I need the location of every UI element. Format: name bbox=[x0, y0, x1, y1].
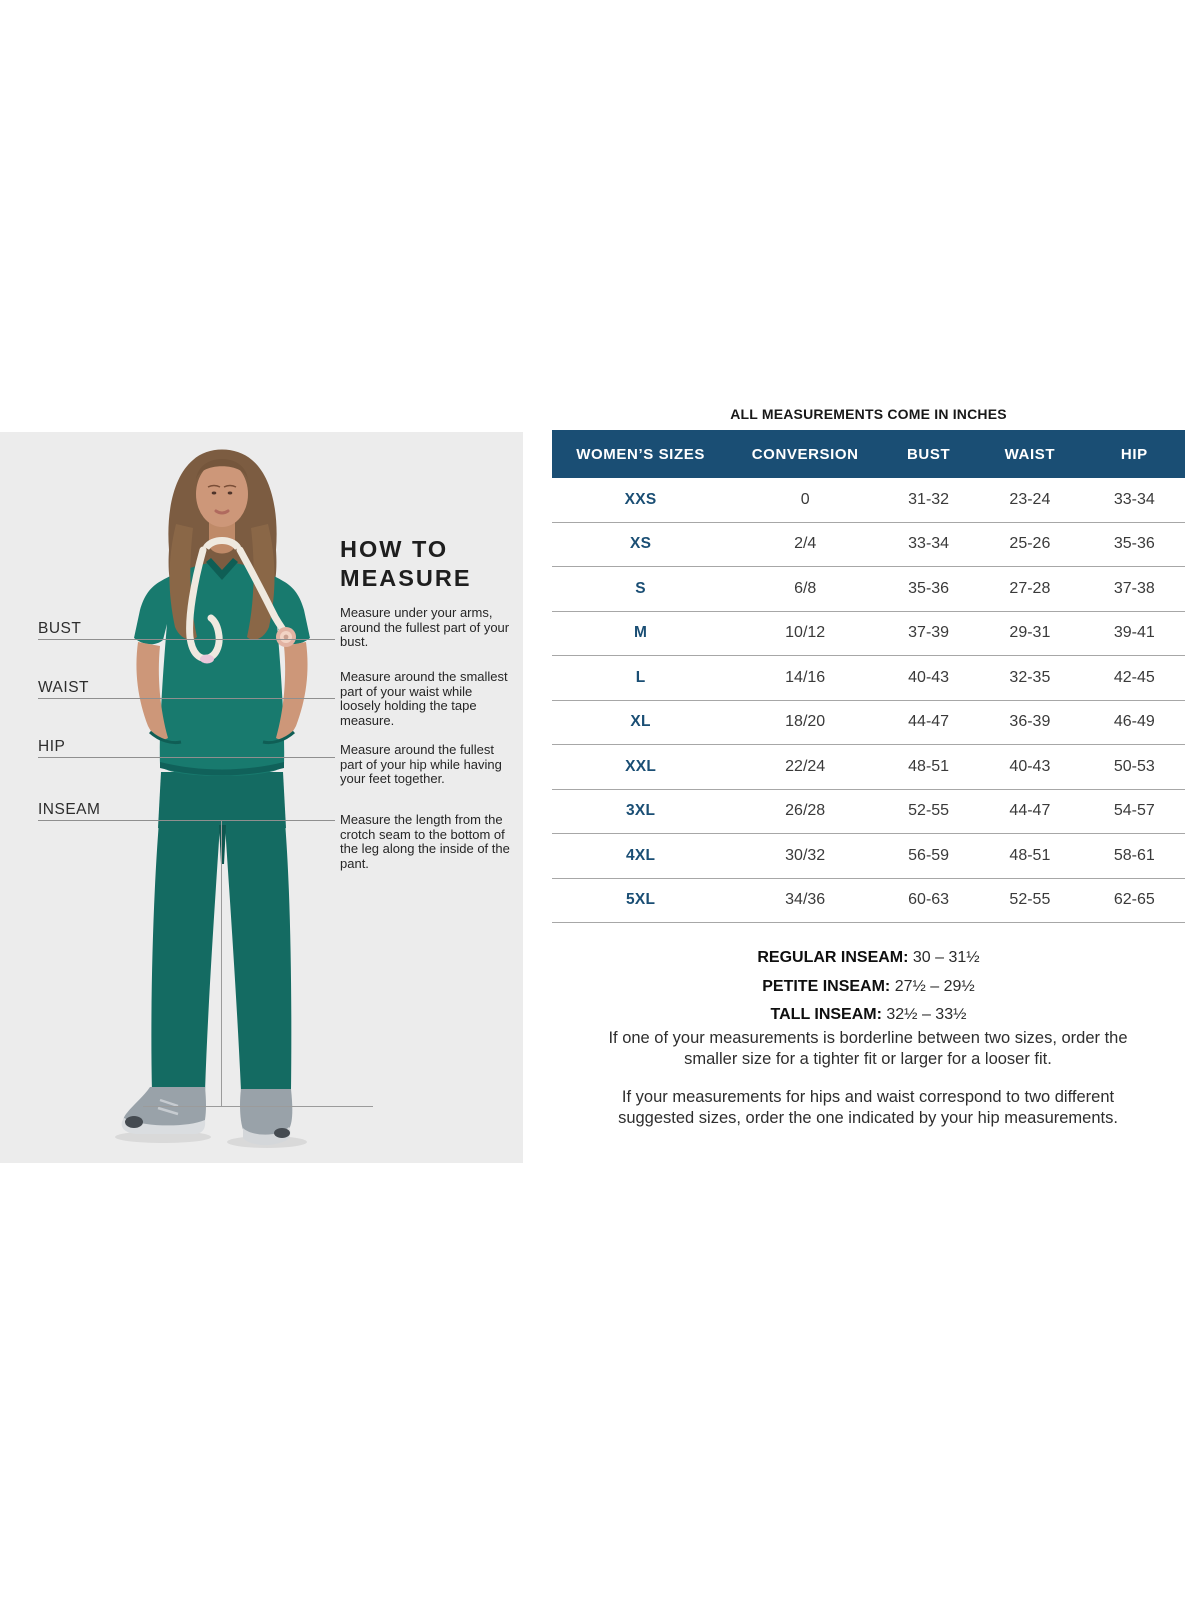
measure-label-hip: HIP bbox=[38, 738, 66, 755]
measure-row-waist: WAIST bbox=[38, 680, 335, 699]
column-header-bust: BUST bbox=[906, 445, 951, 463]
waist-cell: 23-24 bbox=[1009, 490, 1051, 508]
size-cell: 4XL bbox=[625, 846, 656, 864]
size-row-xxl: XXL 22/24 48-51 40-43 50-53 bbox=[552, 745, 1185, 790]
size-row-xs: XS 2/4 33-34 25-26 35-36 bbox=[552, 523, 1185, 567]
measure-row-hip: HIP bbox=[38, 739, 335, 758]
size-cell: XXS bbox=[624, 490, 657, 508]
waist-cell: 29-31 bbox=[1009, 624, 1051, 642]
measure-instruction: Measure the length from the crotch seam … bbox=[340, 812, 510, 871]
measure-row-bust: BUST bbox=[38, 621, 335, 640]
conversion-cell: 22/24 bbox=[785, 757, 826, 775]
size-cell: S bbox=[635, 579, 646, 597]
size-row-3xl: 3XL 26/28 52-55 44-47 54-57 bbox=[552, 790, 1185, 834]
hip-cell: 37-38 bbox=[1113, 579, 1155, 597]
size-row-xxs: XXS 0 31-32 23-24 33-34 bbox=[552, 478, 1185, 523]
column-header-conversion: CONVERSION bbox=[751, 445, 859, 463]
measure-label-inseam: INSEAM bbox=[38, 801, 101, 818]
bust-cell: 52-55 bbox=[908, 802, 950, 820]
bust-cell: 37-39 bbox=[908, 624, 950, 642]
fit-advice-paragraph: If one of your measurements is borderlin… bbox=[608, 1029, 1128, 1068]
how-to-measure-panel: BUST WAIST HIP INSEAM HOW TO MEASURE Measure… bbox=[0, 432, 523, 1163]
bust-cell: 44-47 bbox=[908, 713, 950, 731]
size-cell: XS bbox=[629, 535, 652, 553]
inseam-vertical-line bbox=[221, 821, 222, 1106]
inseam-note: TALL INSEAM: 32½ – 33½ bbox=[770, 1006, 967, 1023]
measure-line bbox=[38, 757, 335, 758]
waist-cell: 36-39 bbox=[1009, 713, 1051, 731]
measure-instruction: Measure around the fullest part of your … bbox=[340, 742, 502, 786]
waist-cell: 25-26 bbox=[1009, 535, 1051, 553]
measure-line bbox=[38, 639, 335, 640]
size-cell: 5XL bbox=[625, 891, 656, 909]
hip-cell: 39-41 bbox=[1113, 624, 1155, 642]
waist-cell: 40-43 bbox=[1009, 757, 1051, 775]
waist-cell: 48-51 bbox=[1009, 846, 1051, 864]
measure-line bbox=[38, 820, 335, 821]
model-photo bbox=[115, 449, 310, 1148]
hip-cell: 42-45 bbox=[1113, 668, 1155, 686]
size-cell: XXL bbox=[625, 757, 657, 775]
measure-instruction: Measure under your arms, around the full… bbox=[340, 605, 510, 649]
column-header-waist: WAIST bbox=[1004, 445, 1056, 463]
measure-label-bust: BUST bbox=[38, 620, 82, 637]
bust-cell: 33-34 bbox=[908, 535, 950, 553]
hip-cell: 46-49 bbox=[1113, 713, 1155, 731]
size-cell: XL bbox=[630, 713, 651, 731]
measure-line bbox=[38, 698, 335, 699]
hip-cell: 58-61 bbox=[1113, 846, 1155, 864]
conversion-cell: 30/32 bbox=[785, 846, 826, 864]
conversion-cell: 2/4 bbox=[794, 535, 817, 553]
measure-label-waist: WAIST bbox=[38, 679, 90, 696]
bust-cell: 40-43 bbox=[908, 668, 950, 686]
measure-row-inseam: INSEAM bbox=[38, 802, 335, 821]
hip-cell: 35-36 bbox=[1113, 535, 1155, 553]
hip-cell: 54-57 bbox=[1113, 802, 1155, 820]
size-chart-body: XXS 0 31-32 23-24 33-34 XS 2/4 33-34 25-26 35-36 S… bbox=[552, 478, 1185, 923]
size-cell: 3XL bbox=[625, 802, 656, 820]
conversion-cell: 6/8 bbox=[794, 579, 817, 597]
inseam-note: REGULAR INSEAM: 30 – 31½ bbox=[757, 949, 980, 966]
size-row-4xl: 4XL 30/32 56-59 48-51 58-61 bbox=[552, 834, 1185, 879]
bust-cell: 48-51 bbox=[908, 757, 950, 775]
conversion-cell: 14/16 bbox=[785, 668, 826, 686]
bust-cell: 56-59 bbox=[908, 846, 950, 864]
column-header-hip: HIP bbox=[1120, 445, 1148, 463]
inseam-note: PETITE INSEAM: 27½ – 29½ bbox=[762, 977, 975, 995]
inseam-notes: REGULAR INSEAM: 30 – 31½ PETITE INSEAM: 2… bbox=[552, 944, 1185, 1030]
size-chart-header-row: WOMEN’S SIZES CONVERSION BUST WAIST HIP bbox=[552, 430, 1185, 478]
size-row-s: S 6/8 35-36 27-28 37-38 bbox=[552, 567, 1185, 612]
waist-cell: 32-35 bbox=[1009, 668, 1051, 686]
conversion-cell: 0 bbox=[800, 490, 810, 508]
inseam-floor-line bbox=[143, 1106, 373, 1107]
hip-cell: 62-65 bbox=[1113, 891, 1155, 909]
conversion-cell: 34/36 bbox=[785, 891, 826, 909]
bust-cell: 35-36 bbox=[908, 579, 950, 597]
hip-cell: 33-34 bbox=[1113, 490, 1155, 508]
size-row-xl: XL 18/20 44-47 36-39 46-49 bbox=[552, 701, 1185, 745]
hip-cell: 50-53 bbox=[1113, 757, 1155, 775]
size-cell: L bbox=[635, 668, 646, 686]
how-to-measure-heading: HOW TO MEASURE bbox=[340, 536, 472, 591]
bust-cell: 31-32 bbox=[908, 490, 950, 508]
conversion-cell: 26/28 bbox=[785, 802, 826, 820]
conversion-cell: 10/12 bbox=[785, 624, 826, 642]
size-row-m: M 10/12 37-39 29-31 39-41 bbox=[552, 612, 1185, 656]
conversion-cell: 18/20 bbox=[785, 713, 826, 731]
fit-advice: If one of your measurements is borderlin… bbox=[588, 1028, 1148, 1146]
size-row-5xl: 5XL 34/36 60-63 52-55 62-65 bbox=[552, 879, 1185, 923]
fit-advice-paragraph: If your measurements for hips and waist … bbox=[618, 1088, 1118, 1127]
chart-title: ALL MEASUREMENTS COME IN INCHES bbox=[730, 406, 1007, 422]
waist-cell: 52-55 bbox=[1009, 891, 1051, 909]
waist-cell: 44-47 bbox=[1009, 802, 1051, 820]
column-header-sizes: WOMEN’S SIZES bbox=[576, 445, 705, 463]
bust-cell: 60-63 bbox=[908, 891, 950, 909]
size-cell: M bbox=[634, 624, 648, 642]
waist-cell: 27-28 bbox=[1009, 579, 1051, 597]
measure-instruction: Measure around the smallest part of your… bbox=[340, 669, 508, 728]
size-row-l: L 14/16 40-43 32-35 42-45 bbox=[552, 656, 1185, 701]
